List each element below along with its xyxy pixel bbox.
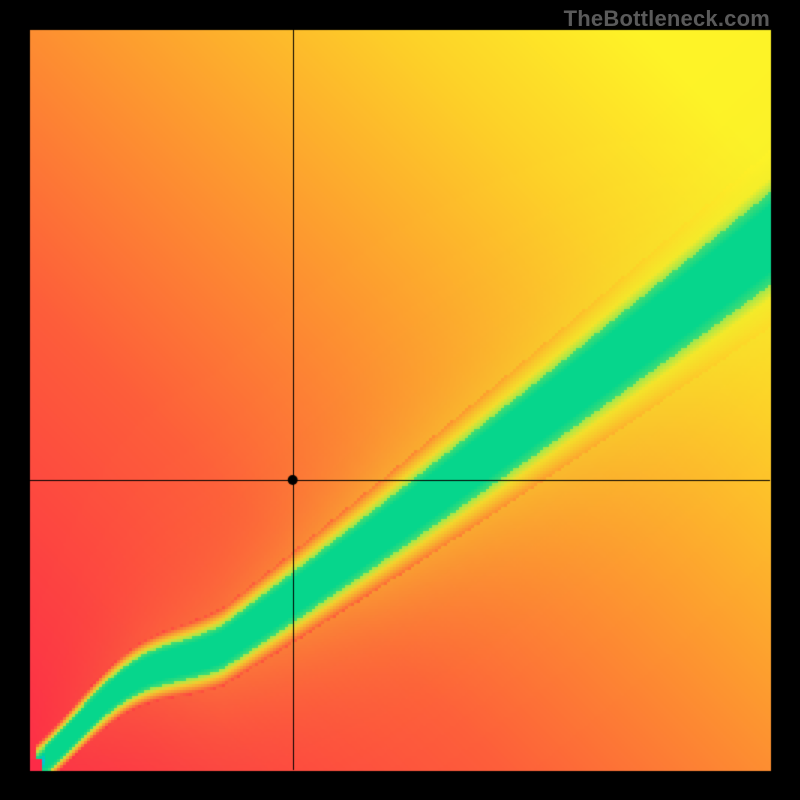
chart-container: TheBottleneck.com: [0, 0, 800, 800]
watermark-text: TheBottleneck.com: [564, 6, 770, 32]
heatmap-canvas: [0, 0, 800, 800]
